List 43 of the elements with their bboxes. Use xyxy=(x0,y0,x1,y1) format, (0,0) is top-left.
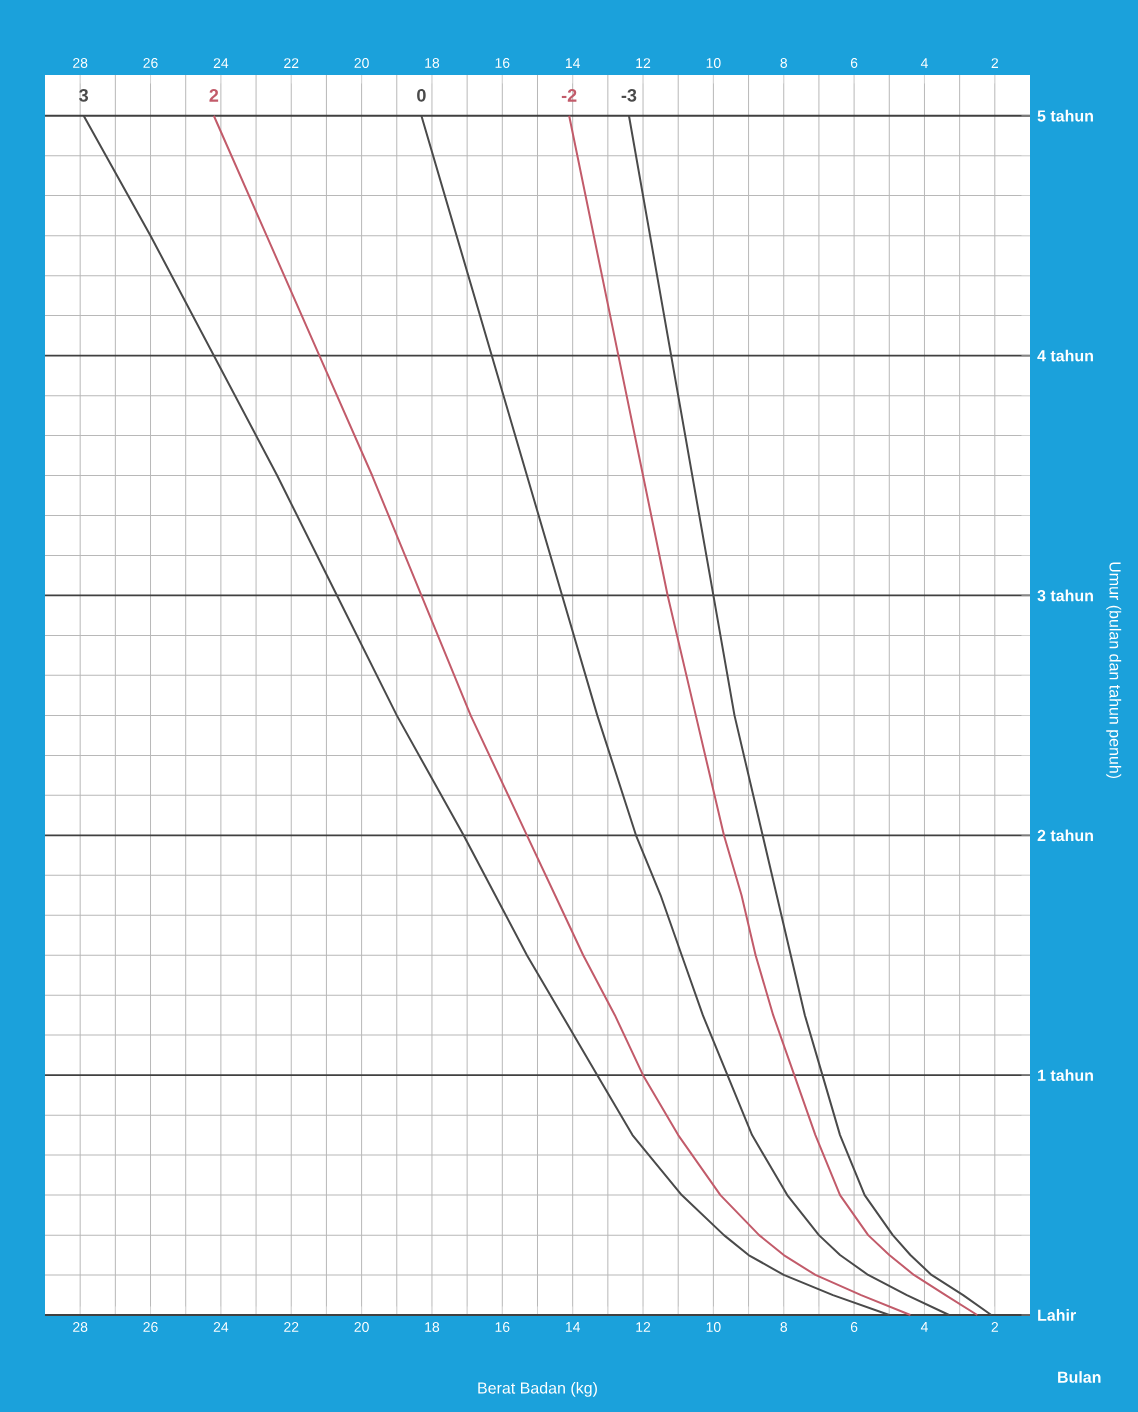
x-tick-label: 12 xyxy=(636,58,651,68)
y-axis-title: Umur (bulan dan tahun penuh) xyxy=(1106,562,1122,779)
x2-tick-label: 26 xyxy=(143,1322,158,1332)
x2-tick-label: 20 xyxy=(354,1322,369,1332)
x2-tick-label: 24 xyxy=(213,1322,229,1332)
y-tick-label: 3 tahun xyxy=(1037,589,1093,602)
x2-tick-label: 12 xyxy=(636,1322,651,1332)
series-label: 0 xyxy=(417,88,426,102)
x-tick-label: 18 xyxy=(425,58,440,68)
x2-tick-label: 22 xyxy=(284,1322,299,1332)
x-tick-label: 16 xyxy=(495,58,510,68)
x2-tick-label: 18 xyxy=(425,1322,440,1332)
x-tick-label: 28 xyxy=(73,58,88,68)
x-tick-label: 6 xyxy=(850,58,858,68)
x-tick-label: 26 xyxy=(143,58,158,68)
x-tick-label: 2 xyxy=(991,58,999,68)
x-tick-label: 22 xyxy=(284,58,299,68)
x2-tick-label: 16 xyxy=(495,1322,510,1332)
x-tick-label: 4 xyxy=(920,58,928,68)
x-axis-title: Berat Badan (kg) xyxy=(478,1381,597,1397)
text: Bulan xyxy=(1058,1371,1101,1383)
x-tick-label: 14 xyxy=(565,58,581,68)
series-label: -2 xyxy=(561,89,577,102)
x2-tick-label: 14 xyxy=(565,1322,581,1332)
series-label: -3 xyxy=(621,88,637,102)
line-series xyxy=(212,114,912,1316)
series-label: 2 xyxy=(209,89,219,102)
y-tick-label: 2 tahun xyxy=(1037,829,1093,842)
y-tick-label: Lahir xyxy=(1038,1309,1076,1321)
y-tick-label: 5 tahun xyxy=(1037,109,1093,122)
x2-tick-label: 10 xyxy=(706,1322,721,1332)
y-tick-label: 4 tahun xyxy=(1037,349,1093,362)
x2-tick-label: 4 xyxy=(920,1322,928,1332)
x2-tick-label: 6 xyxy=(850,1322,858,1332)
y-tick-label: 1 tahun xyxy=(1038,1069,1093,1082)
x-tick-label: 20 xyxy=(354,58,369,68)
x2-tick-label: 8 xyxy=(780,1322,788,1332)
x2-tick-label: 2 xyxy=(991,1322,999,1332)
x-tick-label: 8 xyxy=(780,58,788,68)
x-tick-label: 24 xyxy=(213,58,229,68)
x-tick-label: 10 xyxy=(706,58,721,68)
series-label: 3 xyxy=(79,88,89,102)
x2-tick-label: 28 xyxy=(73,1322,88,1332)
